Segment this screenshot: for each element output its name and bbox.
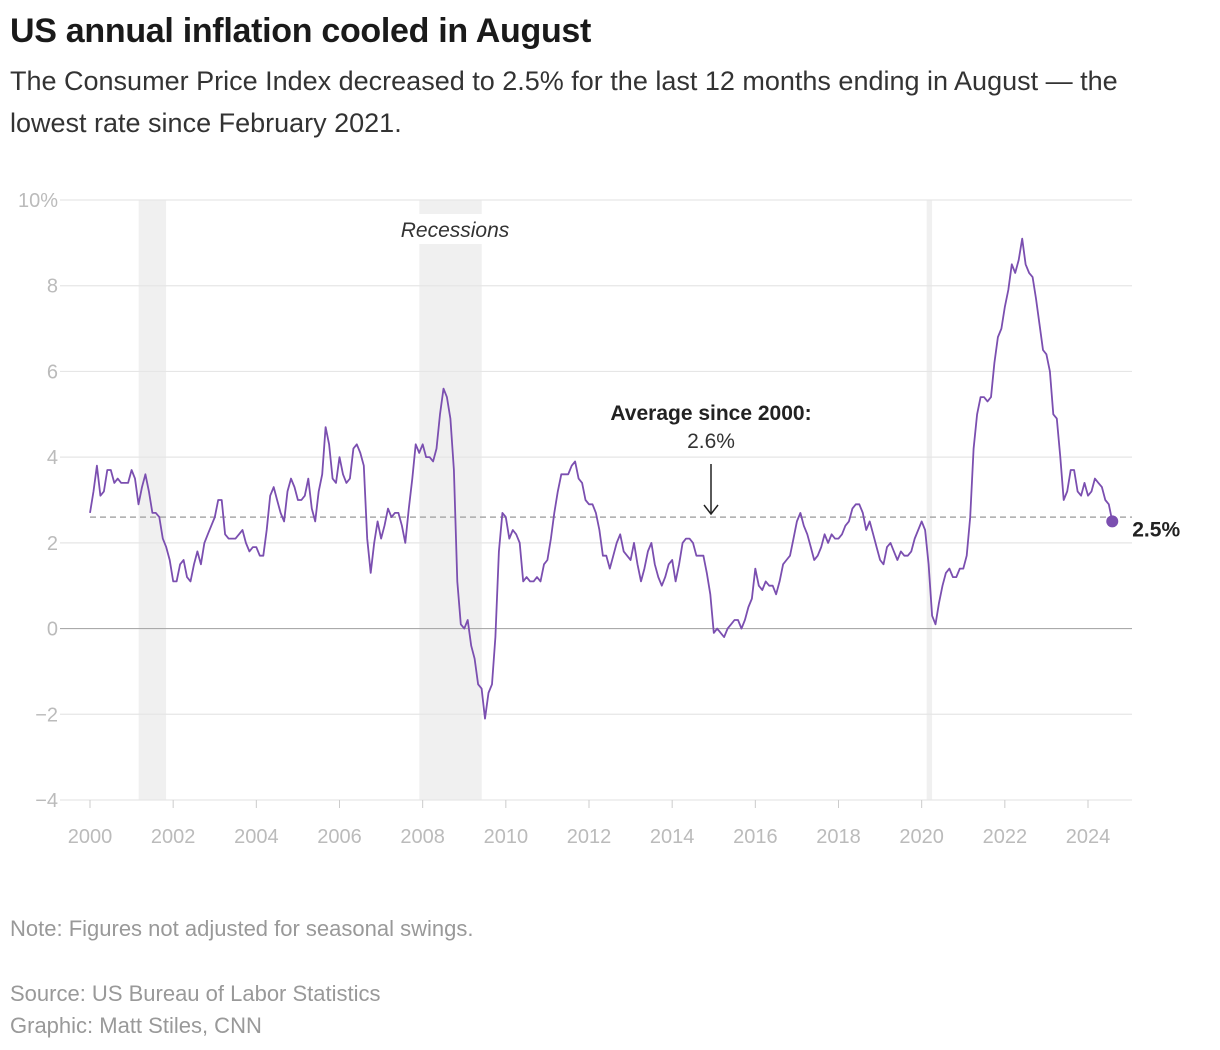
x-tick-label: 2006 — [317, 826, 362, 848]
average-arrow — [703, 464, 719, 516]
chart-source: Source: US Bureau of Labor Statistics Gr… — [10, 978, 381, 1042]
x-tick-label: 2018 — [816, 826, 861, 848]
chart-title: US annual inflation cooled in August — [10, 12, 592, 50]
y-tick-label: 4 — [47, 447, 58, 469]
recessions-label: Recessions — [401, 219, 510, 242]
recession-band — [138, 200, 167, 800]
average-label: Average since 2000: — [610, 402, 811, 425]
x-tick-label: 2022 — [983, 826, 1028, 848]
x-tick-label: 2024 — [1066, 826, 1111, 848]
chart-note: Note: Figures not adjusted for seasonal … — [10, 916, 474, 941]
source-text: Source: US Bureau of Labor Statistics — [10, 981, 381, 1006]
x-tick-label: 2008 — [400, 826, 445, 848]
average-value-label: 2.6% — [687, 430, 735, 453]
x-tick-label: 2004 — [234, 826, 279, 848]
y-tick-label: −4 — [35, 790, 58, 812]
recession-band — [926, 200, 933, 800]
recession-band — [419, 200, 482, 800]
x-tick-label: 2010 — [484, 826, 529, 848]
x-tick-label: 2016 — [733, 826, 778, 848]
y-axis-ticks: 10% 8 6 4 2 0 −2 −4 — [18, 190, 58, 812]
x-tick-label: 2014 — [650, 826, 695, 848]
x-tick-label: 2002 — [151, 826, 196, 848]
y-tick-label: −2 — [35, 704, 58, 726]
y-tick-label: 10% — [18, 190, 58, 212]
credit-text: Graphic: Matt Stiles, CNN — [10, 1013, 262, 1038]
y-tick-label: 2 — [47, 533, 58, 555]
x-tick-label: 2012 — [567, 826, 612, 848]
last-point-label: 2.5% — [1132, 518, 1180, 541]
chart-subtitle: The Consumer Price Index decreased to 2.… — [10, 66, 1118, 138]
cpi-series-line — [89, 237, 1114, 720]
recessions-label-bg — [390, 214, 520, 244]
y-tick-label: 0 — [47, 619, 58, 641]
recession-bands — [138, 200, 933, 800]
x-tick-label: 2020 — [899, 826, 944, 848]
last-point-marker — [1106, 515, 1119, 528]
x-tick-label: 2000 — [68, 826, 113, 848]
y-tick-label: 8 — [47, 276, 58, 298]
gridlines — [60, 199, 1132, 801]
x-axis-ticks: 2000 2002 2004 2006 2008 2010 2012 2014 2016 2018… — [68, 800, 1111, 848]
y-tick-label: 6 — [47, 361, 58, 383]
